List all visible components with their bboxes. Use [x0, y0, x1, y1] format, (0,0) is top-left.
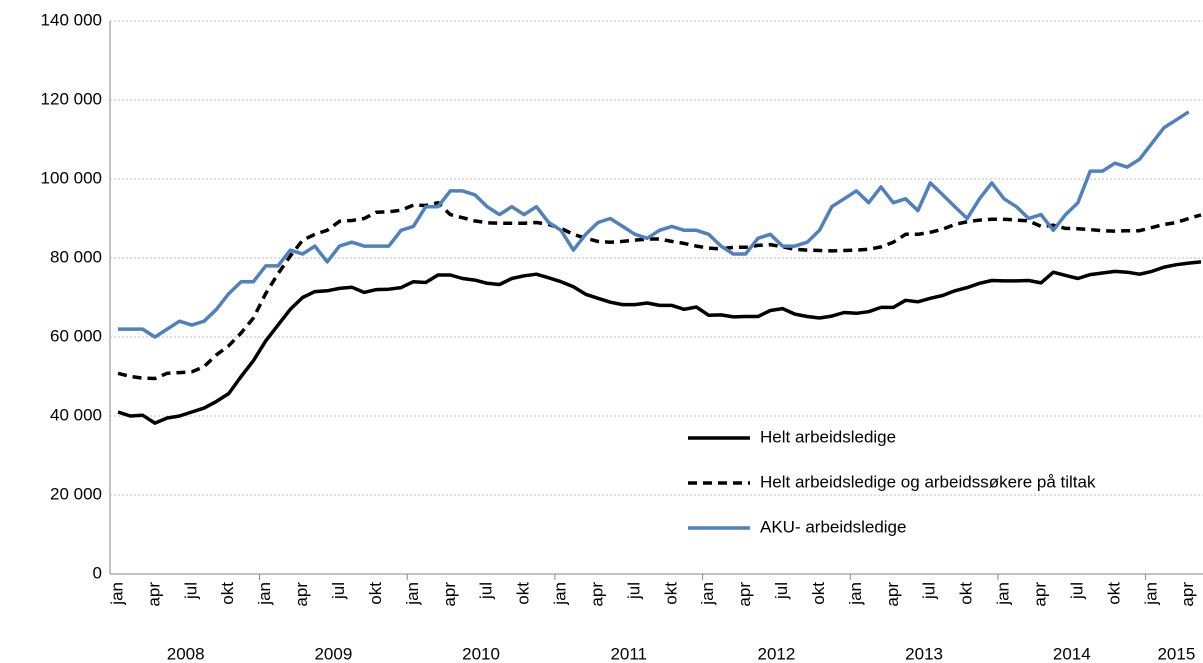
- x-tick-label: jan: [403, 582, 422, 606]
- x-tick-group: jul: [1067, 582, 1086, 600]
- x-tick-label: jan: [551, 582, 570, 606]
- x-tick-group: apr: [292, 582, 311, 607]
- x-tick-group: jan: [551, 582, 570, 606]
- x-tick-label: jul: [1067, 582, 1086, 600]
- x-tick-label: apr: [735, 582, 754, 607]
- year-label: 2012: [758, 644, 796, 663]
- y-tick-label: 20 000: [50, 484, 102, 503]
- legend-label: Helt arbeidsledige og arbeidssøkere på t…: [760, 472, 1096, 491]
- series-line: [117, 260, 1202, 425]
- x-tick-group: okt: [809, 582, 828, 605]
- x-tick-group: okt: [366, 582, 385, 605]
- x-tick-label: apr: [440, 582, 459, 607]
- x-tick-label: okt: [957, 582, 976, 605]
- series-line: [118, 110, 1190, 339]
- legend-label: Helt arbeidsledige: [760, 427, 896, 446]
- x-tick-label: okt: [809, 582, 828, 605]
- x-tick-group: jan: [403, 582, 422, 606]
- x-tick-group: apr: [587, 582, 606, 607]
- y-tick-label: 0: [93, 563, 102, 582]
- x-tick-group: jan: [107, 582, 126, 606]
- x-tick-group: okt: [218, 582, 237, 605]
- x-tick-group: apr: [735, 582, 754, 607]
- x-tick-label: jan: [994, 582, 1013, 606]
- x-tick-group: jan: [698, 582, 717, 606]
- year-label: 2013: [905, 644, 943, 663]
- x-tick-label: apr: [292, 582, 311, 607]
- y-tick-label: 60 000: [50, 326, 102, 345]
- series-line: [117, 200, 1202, 381]
- x-tick-group: apr: [1178, 582, 1197, 607]
- x-tick-group: jan: [1141, 582, 1160, 606]
- x-tick-group: apr: [144, 582, 163, 607]
- x-tick-group: jul: [329, 582, 348, 600]
- x-tick-group: jan: [846, 582, 865, 606]
- y-tick-label: 40 000: [50, 405, 102, 424]
- x-tick-group: okt: [957, 582, 976, 605]
- x-tick-label: jul: [920, 582, 939, 600]
- x-tick-group: jan: [994, 582, 1013, 606]
- y-tick-label: 120 000: [41, 89, 102, 108]
- x-tick-group: apr: [440, 582, 459, 607]
- x-tick-group: jul: [772, 582, 791, 600]
- x-tick-label: apr: [883, 582, 902, 607]
- legend-label: AKU- arbeidsledige: [760, 517, 906, 536]
- x-tick-label: okt: [661, 582, 680, 605]
- x-tick-label: apr: [587, 582, 606, 607]
- x-tick-label: jul: [624, 582, 643, 600]
- x-tick-group: okt: [1104, 582, 1123, 605]
- x-tick-group: apr: [883, 582, 902, 607]
- x-tick-label: jan: [698, 582, 717, 606]
- x-tick-group: jul: [181, 582, 200, 600]
- year-label: 2008: [167, 644, 205, 663]
- x-tick-label: apr: [144, 582, 163, 607]
- x-tick-label: okt: [218, 582, 237, 605]
- x-tick-label: apr: [1030, 582, 1049, 607]
- x-tick-label: jan: [255, 582, 274, 606]
- year-label: 2011: [610, 644, 647, 663]
- year-label: 2015: [1157, 644, 1195, 663]
- x-tick-label: okt: [1104, 582, 1123, 605]
- x-tick-label: jul: [477, 582, 496, 600]
- x-tick-label: jul: [772, 582, 791, 600]
- year-label: 2014: [1053, 644, 1091, 663]
- x-tick-group: jul: [477, 582, 496, 600]
- x-tick-label: jan: [1141, 582, 1160, 606]
- y-tick-label: 100 000: [41, 168, 102, 187]
- y-tick-label: 80 000: [50, 247, 102, 266]
- x-tick-group: okt: [514, 582, 533, 605]
- year-label: 2009: [314, 644, 352, 663]
- x-tick-group: apr: [1030, 582, 1049, 607]
- x-tick-label: jan: [107, 582, 126, 606]
- x-tick-group: jul: [624, 582, 643, 600]
- y-tick-label: 140 000: [41, 10, 102, 29]
- x-tick-label: okt: [514, 582, 533, 605]
- year-label: 2010: [462, 644, 500, 663]
- x-tick-label: okt: [366, 582, 385, 605]
- x-tick-label: apr: [1178, 582, 1197, 607]
- x-tick-group: jan: [255, 582, 274, 606]
- x-tick-group: jul: [920, 582, 939, 600]
- x-tick-label: jul: [181, 582, 200, 600]
- x-tick-group: okt: [661, 582, 680, 605]
- x-tick-label: jan: [846, 582, 865, 606]
- x-tick-label: jul: [329, 582, 348, 600]
